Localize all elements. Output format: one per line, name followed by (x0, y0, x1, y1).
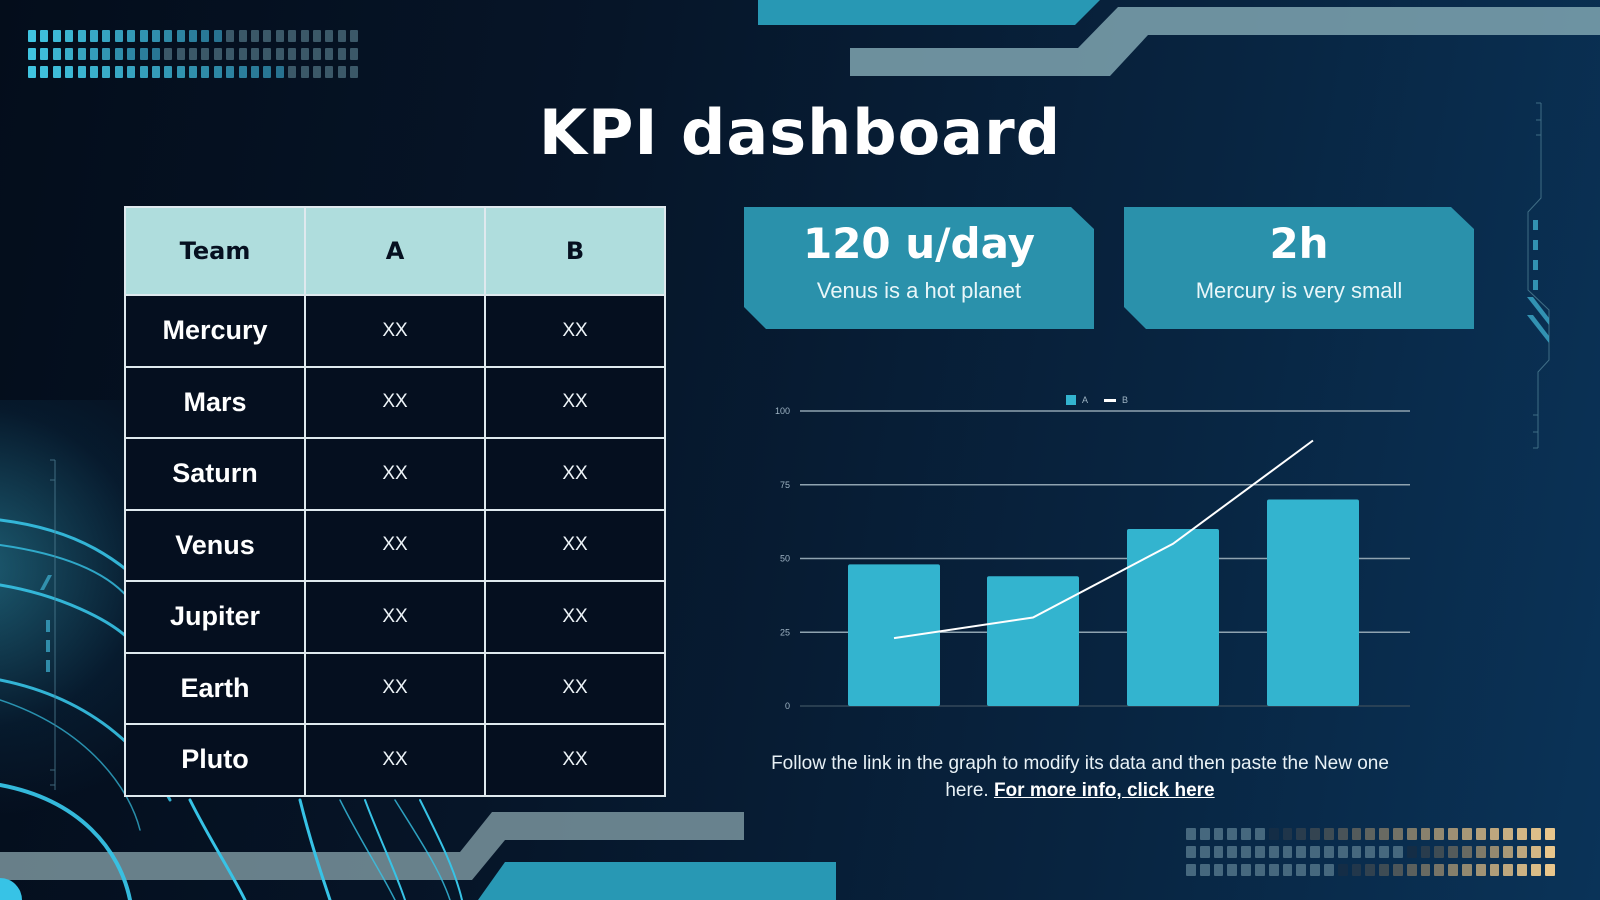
value-b: XX (484, 508, 666, 582)
table-header-row: Team A B (124, 206, 666, 296)
table-row: Earth XX XX (124, 651, 666, 725)
kpi-description: Mercury is very small (1195, 278, 1403, 303)
svg-text:75: 75 (780, 480, 790, 490)
chart-plot-area: 0 25 50 75 100 (775, 406, 1410, 711)
team-name: Earth (124, 651, 306, 725)
table-row: Pluto XX XX (124, 723, 666, 797)
header-a: A (304, 206, 486, 296)
header-b: B (484, 206, 666, 296)
bottom-teal-bar (478, 862, 836, 900)
value-b: XX (484, 723, 666, 797)
team-name: Mercury (124, 294, 306, 368)
value-b: XX (484, 437, 666, 511)
team-name: Venus (124, 508, 306, 582)
pixel-grid-top-left (28, 30, 359, 78)
value-a: XX (304, 508, 486, 582)
legend-swatch-a (1066, 395, 1076, 405)
table-row: Saturn XX XX (124, 437, 666, 511)
top-teal-bar (758, 0, 1100, 25)
value-b: XX (484, 294, 666, 368)
value-a: XX (304, 294, 486, 368)
value-a: XX (304, 365, 486, 439)
value-a: XX (304, 723, 486, 797)
chart-legend: A B (1066, 395, 1128, 405)
svg-text:25: 25 (780, 627, 790, 637)
legend-label-a: A (1082, 395, 1089, 405)
team-name: Saturn (124, 437, 306, 511)
table-row: Mercury XX XX (124, 294, 666, 368)
team-name: Jupiter (124, 580, 306, 654)
kpi-value: 120 u/day (802, 219, 1036, 268)
kpi-description: Venus is a hot planet (816, 278, 1022, 303)
header-team: Team (124, 206, 306, 296)
kpi-value: 2h (1269, 219, 1329, 268)
combo-chart[interactable]: A B 0 25 50 75 100 (760, 385, 1420, 715)
value-a: XX (304, 437, 486, 511)
chart-note: Follow the link in the graph to modify i… (770, 750, 1390, 804)
kpi-card-1: 120 u/day Venus is a hot planet (744, 207, 1094, 329)
note-text: Follow the link in the graph to modify i… (771, 753, 1389, 801)
page-title: KPI dashboard (538, 96, 1062, 169)
value-a: XX (304, 651, 486, 725)
svg-text:0: 0 (785, 701, 790, 711)
svg-text:100: 100 (775, 406, 790, 416)
value-b: XX (484, 365, 666, 439)
legend-label-b: B (1122, 395, 1129, 405)
kpi-card-2: 2h Mercury is very small (1124, 207, 1474, 329)
top-gray-bar (850, 7, 1600, 76)
table-row: Mars XX XX (124, 365, 666, 439)
team-name: Mars (124, 365, 306, 439)
legend-swatch-b (1104, 398, 1117, 402)
team-table: Team A B Mercury XX XX Mars XX XX Saturn… (124, 206, 666, 797)
value-b: XX (484, 651, 666, 725)
table-row: Jupiter XX XX (124, 580, 666, 654)
value-a: XX (304, 580, 486, 654)
pixel-grid-bottom-right (1186, 828, 1555, 876)
more-info-link[interactable]: For more info, click here (993, 780, 1215, 801)
team-name: Pluto (124, 723, 306, 797)
svg-text:50: 50 (780, 554, 790, 564)
value-b: XX (484, 580, 666, 654)
bottom-gray-bar (0, 812, 744, 880)
table-row: Venus XX XX (124, 508, 666, 582)
